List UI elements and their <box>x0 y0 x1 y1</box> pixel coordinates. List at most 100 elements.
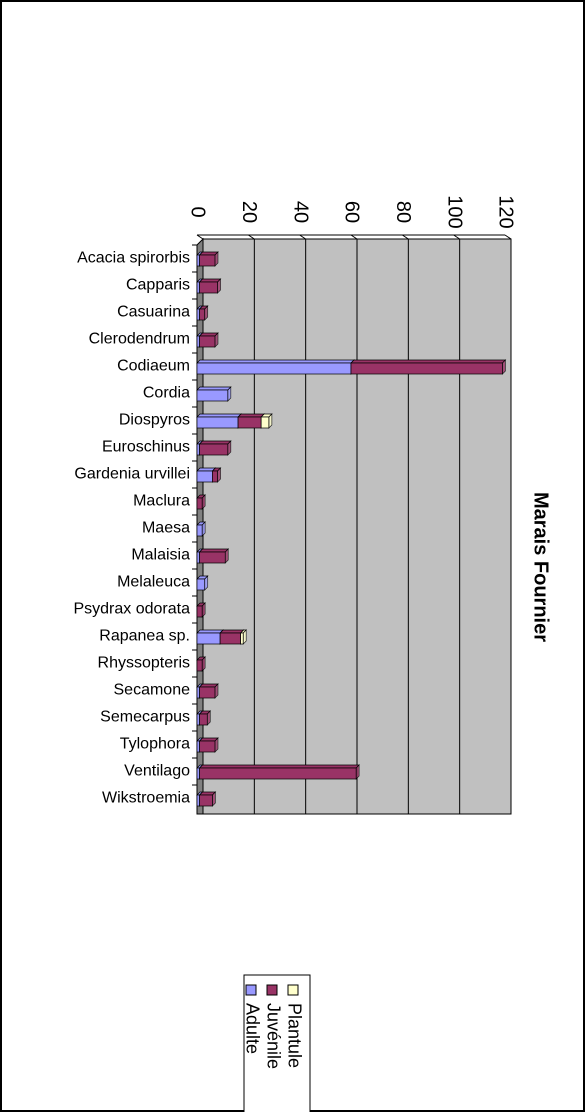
bar-top <box>237 413 266 418</box>
bar-side <box>206 710 211 726</box>
bar-top <box>198 764 360 769</box>
bar-side <box>214 251 219 267</box>
bar <box>196 497 203 510</box>
bar <box>196 740 200 753</box>
bar <box>212 470 218 483</box>
bar-top <box>350 359 507 364</box>
bar-side <box>214 683 219 699</box>
y-tick-label: Maesa <box>142 520 190 537</box>
bar-side <box>204 305 209 321</box>
bar-side <box>355 764 360 780</box>
bar-side <box>268 413 273 429</box>
bar-side <box>214 737 219 753</box>
bar <box>199 740 216 753</box>
x-tick-label: 120 <box>495 195 517 228</box>
tick-mark <box>248 234 255 240</box>
bar <box>196 416 239 429</box>
bar-side <box>502 359 506 375</box>
tick-mark <box>350 234 358 240</box>
y-tick-label: Psydrax odorata <box>73 601 190 618</box>
y-tick-label: Malaisia <box>131 547 190 564</box>
bar <box>199 686 216 699</box>
bar-side <box>201 602 206 618</box>
bar <box>196 335 200 348</box>
bar <box>260 416 270 429</box>
x-tick-label: 60 <box>341 201 363 223</box>
bar <box>199 443 229 456</box>
y-tick-label: Capparis <box>126 277 190 294</box>
y-tick-label: Melaleuca <box>117 574 190 591</box>
bar <box>196 578 206 591</box>
bar-top <box>196 386 232 391</box>
bar <box>196 281 200 294</box>
bar <box>196 713 200 726</box>
bar <box>196 686 200 699</box>
bar-top <box>198 278 222 283</box>
bar <box>196 605 203 618</box>
bar <box>199 551 226 564</box>
bar-top <box>196 359 355 364</box>
bar-side <box>217 278 221 294</box>
bar <box>196 767 200 780</box>
bar-side <box>227 386 232 402</box>
y-tick-label: Secamone <box>114 682 191 699</box>
bar <box>199 767 357 780</box>
bar-side <box>201 656 206 672</box>
legend-swatch <box>266 984 278 996</box>
legend-label: Adulte <box>242 1003 262 1054</box>
bar-side <box>201 521 206 537</box>
bar <box>350 362 503 375</box>
tick-mark <box>402 234 409 240</box>
y-tick-label: Diospyros <box>119 412 190 429</box>
bar <box>240 632 244 645</box>
y-tick-label: Tylophora <box>120 736 190 753</box>
bar <box>196 308 200 321</box>
bar-top <box>196 629 224 634</box>
bar <box>196 362 352 375</box>
y-tick-label: Ventilago <box>124 763 190 780</box>
tick-mark <box>299 234 306 240</box>
x-tick-label: 0 <box>187 206 209 217</box>
legend-box <box>243 974 311 1116</box>
legend-swatch <box>287 984 299 996</box>
bar-top <box>196 413 242 418</box>
bar <box>196 470 213 483</box>
y-tick-label: Euroschinus <box>102 439 190 456</box>
y-tick-label: Rhyssopteris <box>98 655 190 672</box>
bar <box>199 335 216 348</box>
bar <box>219 632 241 645</box>
bar-side <box>214 332 219 348</box>
bar-top <box>198 548 230 553</box>
y-tick-label: Casuarina <box>117 304 190 321</box>
bar-side <box>224 548 229 564</box>
bar-side <box>217 467 221 483</box>
bar-top <box>219 629 245 634</box>
tick-mark <box>453 234 460 240</box>
bar <box>196 659 203 672</box>
bar <box>199 794 213 807</box>
legend-label: Juvénile <box>263 1003 283 1069</box>
x-tick-label: 100 <box>443 195 465 228</box>
bar-side <box>227 440 232 456</box>
bar <box>199 308 206 321</box>
bar <box>237 416 262 429</box>
bar <box>196 524 203 537</box>
bar <box>196 551 200 564</box>
bar-side <box>212 791 216 807</box>
x-tick-label: 80 <box>392 201 414 223</box>
y-tick-label: Semecarpus <box>100 709 190 726</box>
x-tick-label: 40 <box>289 201 311 223</box>
y-tick-label: Wikstroemia <box>102 790 190 807</box>
legend-swatch <box>245 984 257 996</box>
bar-side <box>201 494 206 510</box>
y-tick-label: Gardenia urvillei <box>74 466 190 483</box>
tick-mark <box>196 234 204 240</box>
bar <box>196 254 200 267</box>
y-tick-label: Cordia <box>143 385 190 402</box>
bar <box>196 794 200 807</box>
bar-side <box>242 629 247 645</box>
bar <box>196 443 200 456</box>
bar-side <box>204 575 209 591</box>
bar <box>199 281 218 294</box>
